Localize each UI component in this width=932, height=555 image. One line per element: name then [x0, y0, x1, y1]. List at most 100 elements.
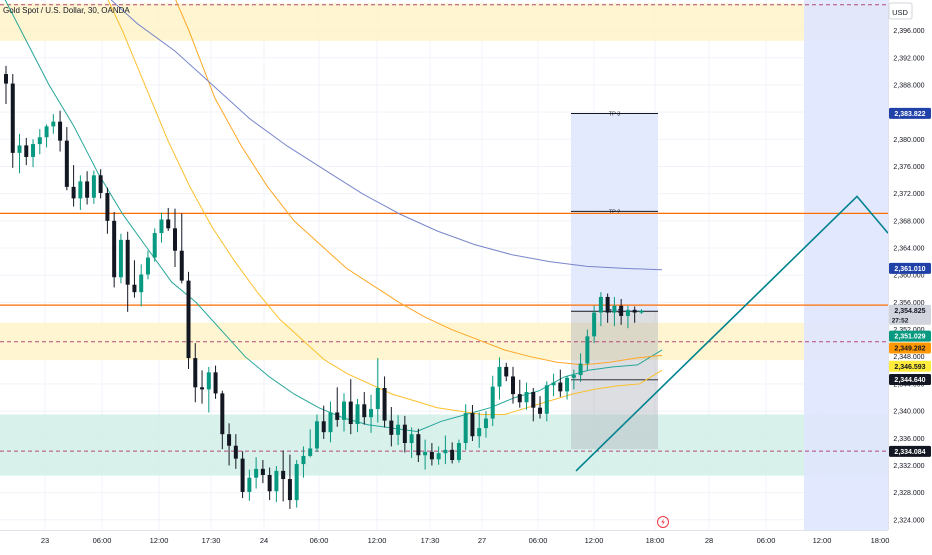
price-tag-bg [889, 342, 931, 354]
candle-body [159, 219, 164, 234]
price-tag-bg [889, 262, 931, 274]
candle-body [335, 412, 340, 420]
candle-body [450, 449, 455, 461]
time-tick-label: 06:00 [310, 536, 329, 545]
zones [0, 0, 888, 530]
candle-body [254, 468, 259, 478]
price-tag[interactable]: 2,361.010 [889, 262, 931, 274]
candle-body [402, 424, 407, 444]
tp-label: TP 2 [609, 209, 621, 215]
candle-body [382, 387, 387, 421]
candle-body [328, 412, 333, 433]
candle-body [85, 181, 90, 198]
price-tick-label: 2,340.000 [893, 409, 924, 416]
candle-body [213, 372, 218, 394]
ma-line-medium [107, 0, 663, 415]
candles [4, 65, 644, 509]
candle-body [4, 74, 8, 84]
candle-body [193, 358, 198, 388]
candle-body [531, 392, 536, 408]
candle-body [423, 451, 428, 456]
candle-body [267, 474, 272, 492]
candle-body [227, 434, 232, 446]
future-session-box[interactable] [804, 0, 888, 530]
price-axis-background [888, 0, 932, 550]
candle-body [294, 464, 299, 501]
time-tick-label: 27 [478, 536, 486, 545]
candle-body [389, 420, 394, 435]
price-tag[interactable]: 2,344.640 [889, 374, 931, 386]
candle-body [348, 401, 353, 424]
time-tick-label: 12:00 [368, 536, 387, 545]
price-tag-bg [889, 107, 931, 119]
candle-body [558, 382, 563, 392]
tp-label: TP 3 [609, 111, 621, 117]
candle-body [517, 394, 522, 403]
time-tick-label: 18:00 [646, 536, 665, 545]
price-tag[interactable]: 2,346.593 [889, 360, 931, 372]
candle-body [463, 413, 468, 444]
candle-body [17, 145, 22, 153]
candle-body [64, 140, 69, 187]
candle-body [429, 451, 434, 460]
position-tool[interactable]: TP 3TP 2TP 1 [571, 111, 658, 450]
supply-zone-upper[interactable] [0, 3, 888, 41]
price-tag-bg [889, 330, 931, 342]
candle-body [544, 385, 549, 414]
candle-body [355, 404, 360, 424]
candle-body [105, 192, 110, 221]
price-tag[interactable]: 2,354.825 27:52 [889, 304, 931, 325]
candle-body [477, 428, 482, 437]
currency-button[interactable] [888, 2, 913, 20]
candle-body [639, 310, 644, 313]
price-tag[interactable]: 2,351.029 [889, 330, 931, 342]
candle-body [592, 312, 597, 337]
currency-label: USD [892, 8, 908, 17]
candle-body [409, 434, 414, 444]
candle-body [490, 386, 495, 419]
candle-body [91, 175, 96, 198]
projection-path[interactable] [575, 195, 889, 472]
time-tick-label: 17:30 [202, 536, 221, 545]
price-tick-label: 2,332.000 [893, 463, 924, 470]
candle-body [538, 407, 543, 414]
candle-body [132, 284, 137, 293]
demand-zone[interactable] [0, 414, 888, 476]
time-axis[interactable]: 23 06:00 12:00 17:30 24 06:00 12:00 17:30 27 06:0… [0, 530, 889, 546]
candle-body [308, 448, 313, 456]
candle-body [125, 239, 130, 285]
candle-body [321, 421, 326, 433]
candle-body [612, 305, 617, 313]
time-tick-label: 28 [705, 536, 713, 545]
price-tick-label: 2,324.000 [893, 517, 924, 524]
target-box[interactable] [571, 113, 658, 312]
price-axis[interactable]: USD 2,324.000 2,328.000 2,332.000 2,336.000… [888, 0, 932, 550]
ma-line-slow [175, 0, 663, 366]
candle-body [625, 309, 630, 316]
price-tick-label: 2,376.000 [893, 164, 924, 171]
price-tick-label: 2,348.000 [893, 354, 924, 361]
price-tick-label: 2,360.000 [893, 273, 924, 280]
candle-body [78, 181, 83, 199]
lightning-icon[interactable] [657, 516, 669, 528]
candle-body [632, 309, 637, 313]
time-tick-label: 12:00 [813, 536, 832, 545]
time-tick-label: 17:30 [421, 536, 440, 545]
candle-body [565, 377, 570, 392]
candle-body [98, 175, 103, 193]
candle-body [598, 296, 603, 313]
price-tick-label: 2,364.000 [893, 246, 924, 253]
time-tick-label: 24 [260, 536, 268, 545]
price-tag-value: 2,354.825 [894, 308, 925, 315]
price-tag[interactable]: 2,334.084 [889, 445, 931, 457]
candle-body [206, 372, 211, 390]
candle-body [301, 455, 306, 465]
price-tag[interactable]: 2,383.822 [889, 107, 931, 119]
projection-line[interactable] [575, 195, 889, 472]
price-tick-label: 2,356.000 [893, 300, 924, 307]
price-tag[interactable]: 2,349.282 [889, 342, 931, 354]
candle-body [551, 382, 556, 386]
symbol-title: Gold Spot / U.S. Dollar, 30, OANDA [3, 6, 130, 15]
